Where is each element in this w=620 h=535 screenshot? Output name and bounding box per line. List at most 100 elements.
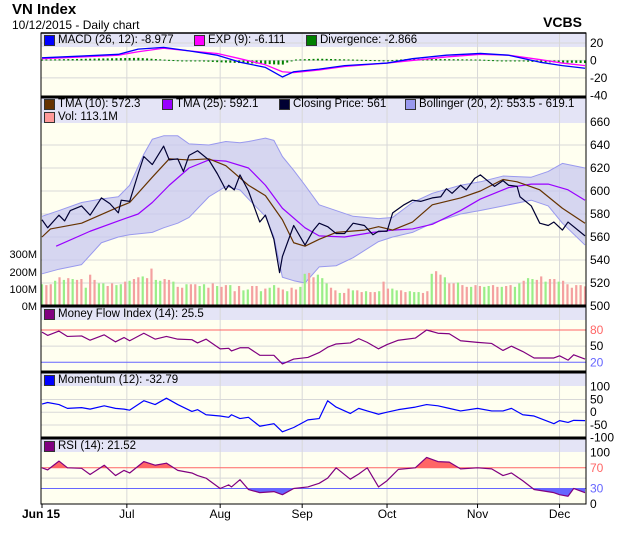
volume-bar <box>211 283 214 306</box>
volume-bar <box>233 291 236 306</box>
divergence-bar <box>242 60 245 64</box>
volume-bar <box>465 286 468 306</box>
divergence-bar <box>211 60 214 62</box>
divergence-bar <box>76 58 79 61</box>
volume-bar <box>522 280 525 306</box>
divergence-bar <box>299 59 302 61</box>
volume-bar <box>343 292 346 306</box>
volume-bar <box>435 271 438 306</box>
divergence-bar <box>544 60 547 63</box>
volume-bar <box>176 286 179 306</box>
divergence-bar <box>452 59 455 61</box>
volume-bar <box>277 287 280 306</box>
legend-bollinger-label: Bollinger (20, 2): 553.5 - 619.1 <box>419 98 575 110</box>
legend-macd-label: MACD (26, 12): -8.977 <box>58 34 174 46</box>
legend-closing-price: Closing Price: 561 <box>279 98 386 110</box>
tma10-swatch <box>44 98 55 110</box>
divergence-bar <box>448 59 451 61</box>
volume-bar <box>106 285 109 306</box>
volume-bar <box>391 288 394 306</box>
divergence-bar <box>540 60 543 63</box>
volume-bar <box>312 277 315 306</box>
divergence-bar <box>373 60 376 62</box>
divergence-bar <box>325 58 328 61</box>
rsi-y-tick: 100 <box>590 445 610 459</box>
divergence-bar <box>579 60 582 63</box>
divergence-bar <box>167 59 170 61</box>
volume-bar <box>548 279 552 306</box>
divergence-bar <box>189 60 192 62</box>
closing-price-line <box>41 145 586 274</box>
volume-bar <box>163 279 166 306</box>
divergence-bar <box>290 60 293 62</box>
volume-bar <box>408 291 411 306</box>
price-y-tick: 640 <box>590 138 610 152</box>
legend-tma25: TMA (25): 592.1 <box>162 98 258 110</box>
divergence-bar <box>492 60 495 62</box>
volume-bar <box>159 280 162 306</box>
volume-bar <box>281 289 284 306</box>
volume-bar <box>255 285 258 306</box>
mom-legend-band <box>41 372 586 386</box>
volume-bar <box>75 279 79 306</box>
volume-bar <box>417 292 420 306</box>
divergence-bar <box>194 60 197 62</box>
divergence-bar <box>281 60 284 65</box>
divergence-bar <box>562 60 565 63</box>
volume-bar <box>49 284 52 306</box>
divergence-bar <box>294 59 297 61</box>
divergence-bar <box>316 58 319 61</box>
x-axis-tick: Dec <box>549 507 570 521</box>
legend-volume: Vol: 113.1M <box>44 111 118 123</box>
divergence-bar <box>137 57 140 61</box>
legend-tma25-label: TMA (25): 592.1 <box>176 98 259 110</box>
divergence-bar <box>41 59 43 61</box>
macd-line <box>41 46 586 78</box>
volume-bar <box>286 291 289 306</box>
volume-bar <box>84 287 87 306</box>
rsi-y-tick: 30 <box>590 481 604 495</box>
momentum-y-tick: 100 <box>590 380 610 394</box>
volume-bar <box>360 292 363 306</box>
volume-bar <box>93 279 96 306</box>
divergence-bar <box>273 60 276 65</box>
volume-bar <box>566 284 569 306</box>
volume-bar <box>540 276 543 306</box>
volume-bar <box>202 284 206 306</box>
volume-swatch <box>44 111 55 123</box>
volume-bar <box>237 285 241 306</box>
divergence-bar <box>159 59 162 61</box>
volume-bar <box>229 285 232 306</box>
legend-tma10-label: TMA (10): 572.3 <box>58 98 141 110</box>
macd-y-tick: -40 <box>590 88 608 102</box>
divergence-bar <box>338 59 341 61</box>
divergence-bar <box>557 60 560 63</box>
divergence-bar <box>115 58 118 61</box>
rsi-line <box>41 456 586 497</box>
divergence-bar <box>575 60 578 63</box>
legend-mfi-label: Money Flow Index (14): 25.5 <box>58 308 204 320</box>
volume-y-tick: 100M <box>9 284 37 296</box>
volume-bar <box>299 286 302 306</box>
legend-close-label: Closing Price: 561 <box>293 98 387 110</box>
divergence-bar <box>246 60 249 64</box>
volume-bar <box>115 285 118 306</box>
volume-bar <box>316 274 319 306</box>
price-y-tick: 620 <box>590 161 610 175</box>
divergence-bar <box>89 58 92 61</box>
volume-bar <box>325 283 328 306</box>
momentum-y-tick: -50 <box>590 418 608 432</box>
divergence-bar <box>400 59 403 61</box>
volume-bar <box>119 284 122 306</box>
divergence-bar <box>435 58 438 61</box>
volume-bar <box>172 281 175 306</box>
legend-momentum: Momentum (12): -32.79 <box>44 374 178 386</box>
divergence-bar <box>124 58 127 61</box>
volume-bar <box>351 290 355 306</box>
volume-bar <box>189 284 192 306</box>
macd-y-tick: 0 <box>590 53 597 67</box>
volume-bar <box>89 274 92 306</box>
divergence-bar <box>321 58 324 61</box>
legend-volume-label: Vol: 113.1M <box>58 111 118 123</box>
volume-y-tick: 0M <box>22 301 37 313</box>
